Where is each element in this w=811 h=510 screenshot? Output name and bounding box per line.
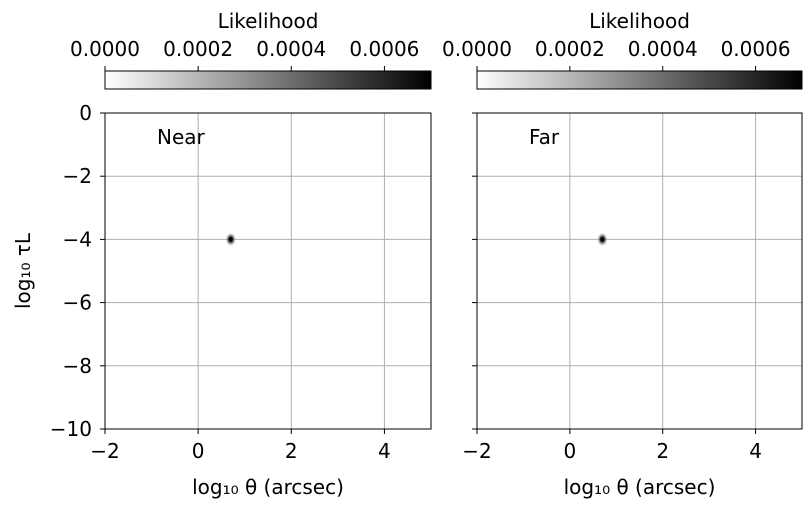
x-tick-label: 4: [749, 439, 762, 463]
x-tick-label: 2: [285, 439, 298, 463]
y-tick-label: −2: [63, 164, 92, 188]
axes-frame: [476, 112, 803, 430]
y-axis-label: log₁₀ τL: [11, 232, 35, 309]
y-tick-label: −10: [50, 417, 92, 441]
x-tick-label: −2: [462, 439, 491, 463]
colorbar-label: Likelihood: [218, 9, 319, 33]
y-tick-label: −6: [63, 291, 92, 315]
x-axis-label: log₁₀ θ (arcsec): [564, 475, 716, 499]
panel-near: −2 0 2 4 0 −2 −4 −6 −8 −10 log₁₀ θ (arcsec) log₁₀ τ…: [11, 9, 432, 499]
colorbar-label: Likelihood: [589, 9, 690, 33]
likelihood-peak-core: [228, 237, 233, 242]
colorbar-tick-label: 0.0000: [442, 37, 512, 61]
colorbar: [476, 70, 803, 90]
panel-label: Far: [529, 125, 560, 149]
y-tick-label: 0: [79, 101, 92, 125]
axes-frame: [104, 112, 432, 430]
colorbar-tick-label: 0.0006: [349, 37, 419, 61]
colorbar: [104, 70, 432, 90]
x-tick-label: 4: [378, 439, 391, 463]
colorbar-tick-label: 0.0000: [70, 37, 140, 61]
colorbar-tick-label: 0.0004: [256, 37, 326, 61]
x-tick-label: −2: [90, 439, 119, 463]
plot-area: [105, 113, 431, 429]
x-tick-label: 0: [563, 439, 576, 463]
plot-area: [477, 113, 802, 429]
y-tick-label: −8: [63, 354, 92, 378]
colorbar-tick-label: 0.0004: [628, 37, 698, 61]
colorbar-tick-label: 0.0002: [163, 37, 233, 61]
x-tick-label: 0: [192, 439, 205, 463]
colorbar-tick-label: 0.0006: [721, 37, 791, 61]
panel-label: Near: [157, 125, 206, 149]
x-tick-label: 2: [656, 439, 669, 463]
x-axis-label: log₁₀ θ (arcsec): [192, 475, 344, 499]
colorbar-tick-label: 0.0002: [535, 37, 605, 61]
panel-far: −2 0 2 4 log₁₀ θ (arcsec) Far 0.0000 0.0002 0.00…: [442, 9, 803, 499]
likelihood-peak-core: [600, 237, 605, 242]
y-tick-label: −4: [63, 227, 92, 251]
